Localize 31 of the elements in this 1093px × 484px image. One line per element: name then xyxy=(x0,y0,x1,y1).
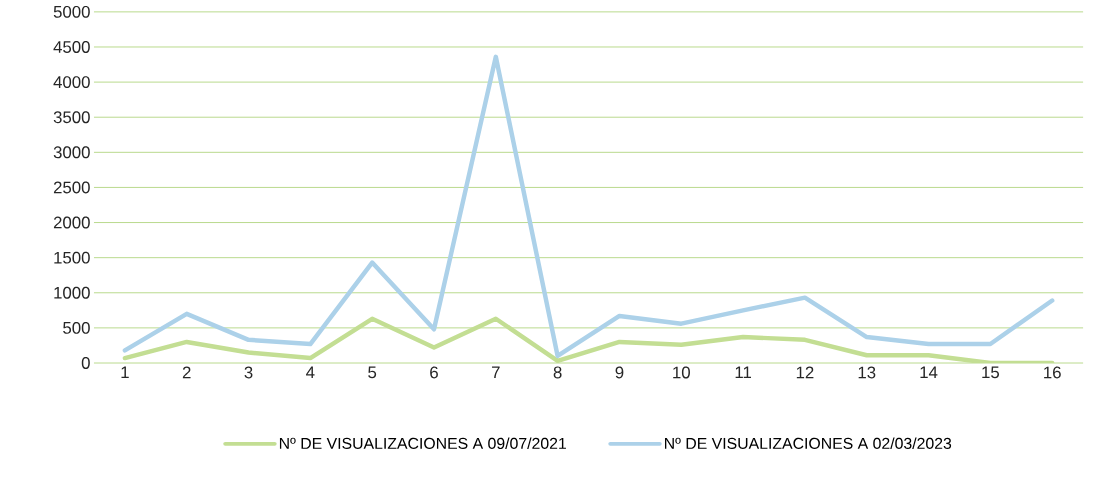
x-tick-label: 12 xyxy=(796,366,814,379)
x-tick-label: 15 xyxy=(982,366,1000,379)
legend-label: Nº DE VISUALIZACIONES A 02/03/2023 xyxy=(665,437,952,450)
x-tick-label: 6 xyxy=(430,366,438,379)
x-tick-label: 7 xyxy=(492,366,500,379)
x-tick-label: 1 xyxy=(121,366,129,379)
x-tick-label: 2 xyxy=(182,366,191,379)
y-tick-label: 4500 xyxy=(53,41,90,54)
x-tick-label: 14 xyxy=(920,366,938,379)
y-tick-label: 3000 xyxy=(53,146,90,159)
x-tick-label: 16 xyxy=(1044,366,1061,379)
y-tick-label: 5000 xyxy=(53,6,90,18)
x-tick-label: 3 xyxy=(244,366,253,379)
y-tick-label: 2000 xyxy=(53,216,90,229)
y-tick-label: 0 xyxy=(81,357,90,370)
y-tick-label: 500 xyxy=(63,322,90,334)
x-tick-label: 4 xyxy=(306,366,315,379)
line-series xyxy=(122,54,1055,359)
line-series xyxy=(122,316,1055,364)
x-tick-label: 13 xyxy=(858,366,876,379)
x-tick-label: 11 xyxy=(735,366,751,379)
x-tick-label: 10 xyxy=(673,366,690,379)
x-tick-label: 8 xyxy=(553,366,562,379)
y-tick-label: 2500 xyxy=(53,181,90,194)
x-tick-label: 9 xyxy=(615,366,624,379)
y-tick-label: 1000 xyxy=(54,286,90,299)
y-tick-label: 3500 xyxy=(53,111,90,124)
y-tick-label: 4000 xyxy=(53,76,90,89)
x-tick-label: 5 xyxy=(368,366,377,379)
legend-label: Nº DE VISUALIZACIONES A 09/07/2021 xyxy=(279,437,566,450)
y-tick-label: 1500 xyxy=(54,251,90,264)
